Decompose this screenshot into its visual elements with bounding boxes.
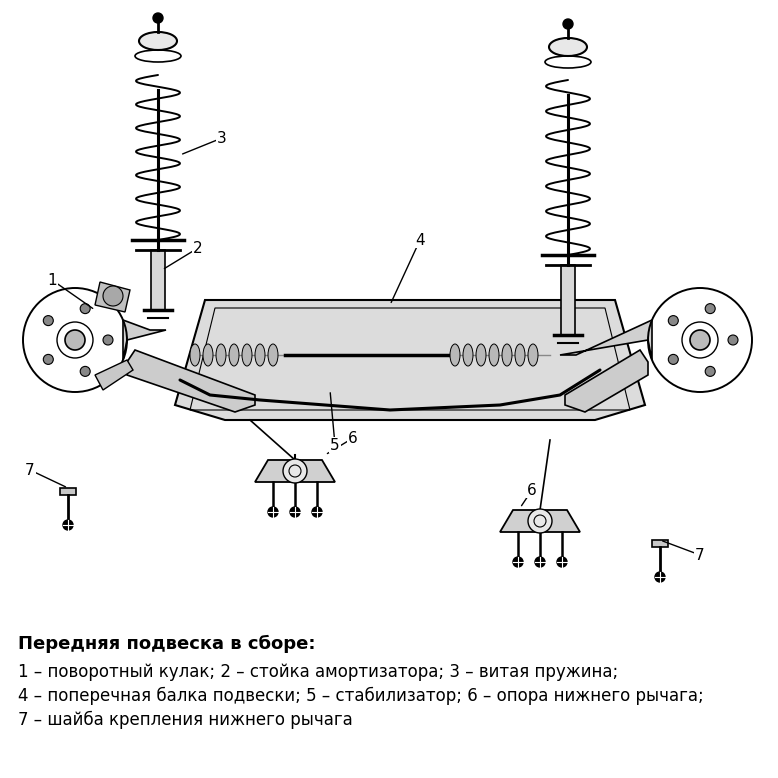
Text: 5: 5 (330, 437, 340, 453)
Circle shape (563, 19, 573, 29)
Circle shape (44, 316, 54, 326)
Text: 4: 4 (415, 233, 425, 247)
Ellipse shape (229, 344, 239, 366)
Circle shape (103, 335, 113, 345)
Bar (561, 265, 575, 335)
Circle shape (513, 557, 523, 567)
Circle shape (705, 303, 715, 314)
Ellipse shape (216, 344, 226, 366)
Circle shape (668, 355, 678, 364)
Bar (652, 540, 668, 547)
Polygon shape (500, 510, 580, 532)
Circle shape (153, 13, 163, 23)
Ellipse shape (203, 344, 213, 366)
Ellipse shape (139, 32, 177, 50)
Ellipse shape (515, 344, 525, 366)
Ellipse shape (489, 344, 499, 366)
Circle shape (290, 507, 300, 517)
Bar (151, 250, 165, 310)
Circle shape (283, 459, 307, 483)
Text: 3: 3 (217, 131, 227, 145)
Bar (60, 488, 76, 495)
Circle shape (80, 303, 90, 314)
Text: 7: 7 (25, 462, 35, 478)
Circle shape (705, 366, 715, 377)
Ellipse shape (268, 344, 278, 366)
Polygon shape (95, 360, 133, 390)
Text: 1: 1 (47, 272, 57, 288)
Circle shape (63, 520, 73, 530)
Text: 1 – поворотный кулак; 2 – стойка амортизатора; 3 – витая пружина;: 1 – поворотный кулак; 2 – стойка амортиз… (18, 663, 619, 681)
Circle shape (65, 330, 85, 350)
Polygon shape (565, 350, 648, 412)
Text: 6: 6 (527, 482, 537, 497)
Polygon shape (560, 320, 652, 360)
Text: 2: 2 (193, 240, 203, 255)
Circle shape (535, 557, 545, 567)
Polygon shape (175, 300, 645, 420)
Circle shape (728, 335, 738, 345)
Polygon shape (255, 460, 335, 482)
Circle shape (690, 330, 710, 350)
Circle shape (528, 509, 552, 533)
Text: 7 – шайба крепления нижнего рычага: 7 – шайба крепления нижнего рычага (18, 711, 352, 729)
Circle shape (557, 557, 567, 567)
Ellipse shape (502, 344, 512, 366)
Circle shape (268, 507, 278, 517)
Ellipse shape (528, 344, 538, 366)
Text: 7: 7 (696, 548, 705, 562)
Ellipse shape (190, 344, 200, 366)
Ellipse shape (549, 38, 587, 56)
Ellipse shape (463, 344, 473, 366)
Circle shape (103, 286, 123, 306)
Ellipse shape (476, 344, 486, 366)
Text: 4 – поперечная балка подвески; 5 – стабилизатор; 6 – опора нижнего рычага;: 4 – поперечная балка подвески; 5 – стаби… (18, 687, 704, 705)
Text: 6: 6 (348, 430, 358, 446)
Circle shape (655, 572, 665, 582)
Polygon shape (95, 282, 130, 312)
Circle shape (44, 355, 54, 364)
Ellipse shape (255, 344, 265, 366)
Text: Передняя подвеска в сборе:: Передняя подвеска в сборе: (18, 635, 316, 654)
Ellipse shape (450, 344, 460, 366)
Ellipse shape (242, 344, 252, 366)
Circle shape (80, 366, 90, 377)
Circle shape (668, 316, 678, 326)
Circle shape (312, 507, 322, 517)
Polygon shape (123, 320, 166, 360)
Polygon shape (127, 350, 255, 412)
